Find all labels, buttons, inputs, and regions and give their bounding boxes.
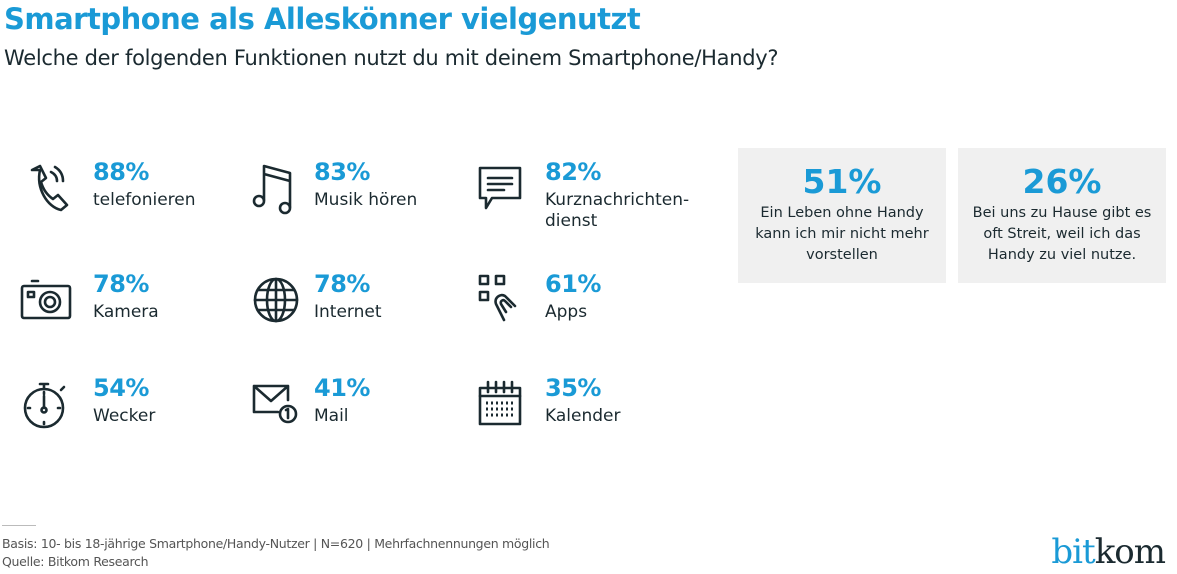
function-item: 82% Kurznachrichten-dienst: [472, 158, 692, 248]
page-subtitle: Welche der folgenden Funktionen nutzt du…: [4, 46, 779, 70]
function-percent: 78%: [314, 270, 370, 298]
apps-touch-icon: [478, 274, 517, 322]
logo-part-bit: bit: [1051, 532, 1095, 572]
highlight-text: Ein Leben ohne Handy kann ich mir nicht …: [755, 205, 929, 263]
bitkom-logo: bitkom: [1051, 532, 1166, 572]
highlight-box-2: 26% Bei uns zu Hause gibt es oft Streit,…: [958, 148, 1166, 283]
footer-source: Quelle: Bitkom Research: [2, 554, 149, 569]
function-label: Kamera: [93, 302, 159, 322]
stopwatch-icon: [23, 382, 66, 429]
chat-bubble-icon: [478, 166, 522, 210]
function-item: 35% Kalender: [472, 374, 692, 464]
function-label: telefonieren: [93, 190, 196, 210]
function-item: 41% Mail: [248, 374, 468, 464]
function-percent: 61%: [545, 270, 601, 298]
function-label: Mail: [314, 406, 349, 426]
function-label: Kurznachrichten-dienst: [545, 190, 690, 231]
function-item: 54% Wecker: [18, 374, 238, 464]
function-percent: 83%: [314, 158, 370, 186]
highlight-value: 51%: [802, 162, 882, 201]
footer-basis: Basis: 10- bis 18-jährige Smartphone/Han…: [2, 536, 550, 551]
calendar-icon: [478, 380, 522, 426]
function-label: Apps: [545, 302, 588, 322]
function-label: Wecker: [93, 406, 156, 426]
highlight-text: Bei uns zu Hause gibt es oft Streit, wei…: [972, 205, 1152, 263]
function-item: 78% Internet: [248, 270, 468, 360]
function-percent: 35%: [545, 374, 601, 402]
function-percent: 54%: [93, 374, 149, 402]
function-label: Internet: [314, 302, 382, 322]
function-item: 61% Apps: [472, 270, 692, 360]
function-percent: 88%: [93, 158, 149, 186]
phone-icon: [30, 164, 69, 212]
logo-part-kom: kom: [1094, 532, 1166, 572]
function-label: Kalender: [545, 406, 621, 426]
function-percent: 78%: [93, 270, 149, 298]
function-item: 78% Kamera: [18, 270, 238, 360]
highlight-value: 26%: [1022, 162, 1102, 201]
mail-icon: [252, 384, 298, 424]
music-note-icon: [252, 164, 292, 215]
footer-divider: [2, 525, 36, 526]
function-percent: 41%: [314, 374, 370, 402]
function-percent: 82%: [545, 158, 601, 186]
camera-icon: [20, 279, 72, 320]
function-item: 88% telefonieren: [18, 158, 238, 248]
function-item: 83% Musik hören: [248, 158, 468, 248]
page-title: Smartphone als Alleskönner vielgenutzt: [4, 2, 641, 36]
highlight-box-1: 51% Ein Leben ohne Handy kann ich mir ni…: [738, 148, 946, 283]
globe-icon: [253, 277, 299, 323]
function-label: Musik hören: [314, 190, 418, 210]
